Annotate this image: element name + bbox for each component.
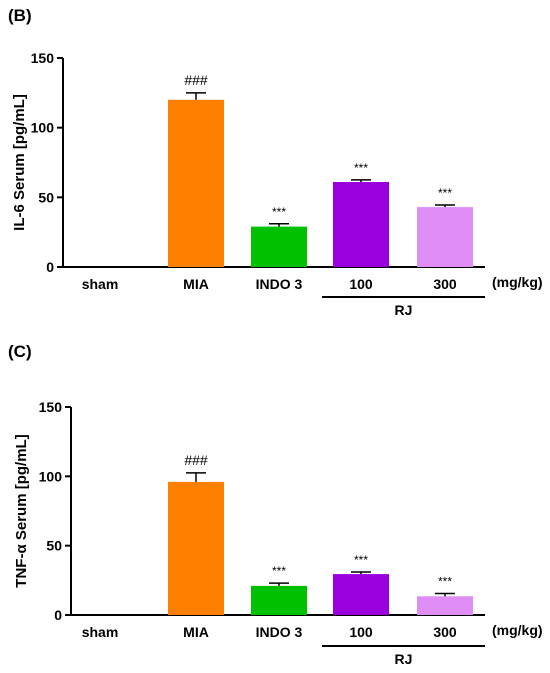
bar-indo-3 <box>251 226 307 267</box>
bar-mia <box>168 99 224 267</box>
bar-300 <box>417 596 473 615</box>
significance-label: ### <box>184 452 208 468</box>
category-label: INDO 3 <box>256 624 303 640</box>
category-label: MIA <box>183 624 209 640</box>
panel-label: (B) <box>8 6 32 25</box>
bar-chart-tnfa: 0 50 100 150 TNF-α Serum [pg/mL] sham ### MIA **… <box>13 399 543 667</box>
y-tick-label: 100 <box>31 120 55 136</box>
significance-label: *** <box>438 575 452 589</box>
bar-mia <box>168 481 224 615</box>
y-tick-label: 50 <box>38 189 54 205</box>
category-label: INDO 3 <box>256 276 303 292</box>
category-label: MIA <box>183 276 209 292</box>
y-axis-label: TNF-α Serum [pg/mL] <box>13 434 30 587</box>
bar-100 <box>333 182 389 267</box>
category-label: 300 <box>433 276 457 292</box>
category-label: 100 <box>349 624 373 640</box>
significance-label: *** <box>272 205 286 219</box>
bar-indo-3 <box>251 585 307 615</box>
y-tick-label: 150 <box>39 399 63 415</box>
y-tick-label: 0 <box>46 259 54 275</box>
bar-300 <box>417 207 473 267</box>
group-label: RJ <box>395 302 413 318</box>
significance-label: *** <box>438 186 452 200</box>
unit-label: (mg/kg) <box>492 622 543 638</box>
y-tick-label: 150 <box>31 50 55 66</box>
category-label: sham <box>82 276 119 292</box>
group-label: RJ <box>395 651 413 667</box>
y-tick-label: 50 <box>46 538 62 554</box>
y-tick-label: 0 <box>54 607 62 623</box>
bar-100 <box>333 574 389 615</box>
significance-label: *** <box>272 564 286 578</box>
y-axis-label: IL-6 Serum [pg/mL] <box>11 94 28 231</box>
y-tick-label: 100 <box>39 468 63 484</box>
unit-label: (mg/kg) <box>492 274 543 290</box>
chart-panel-c: (C) 0 50 100 150 TNF-α Serum [pg/mL] sham ### M… <box>0 336 550 673</box>
significance-label: *** <box>354 161 368 175</box>
significance-label: *** <box>354 553 368 567</box>
category-label: 300 <box>433 624 457 640</box>
significance-label: ### <box>184 72 208 88</box>
category-label: 100 <box>349 276 373 292</box>
chart-panel-b: (B) 0 50 100 150 IL-6 Serum [pg/mL] sham ### MI… <box>0 0 550 336</box>
panel-label: (C) <box>8 342 32 361</box>
category-label: sham <box>82 624 119 640</box>
bar-chart-il6: 0 50 100 150 IL-6 Serum [pg/mL] sham ### MIA ***… <box>11 50 543 318</box>
